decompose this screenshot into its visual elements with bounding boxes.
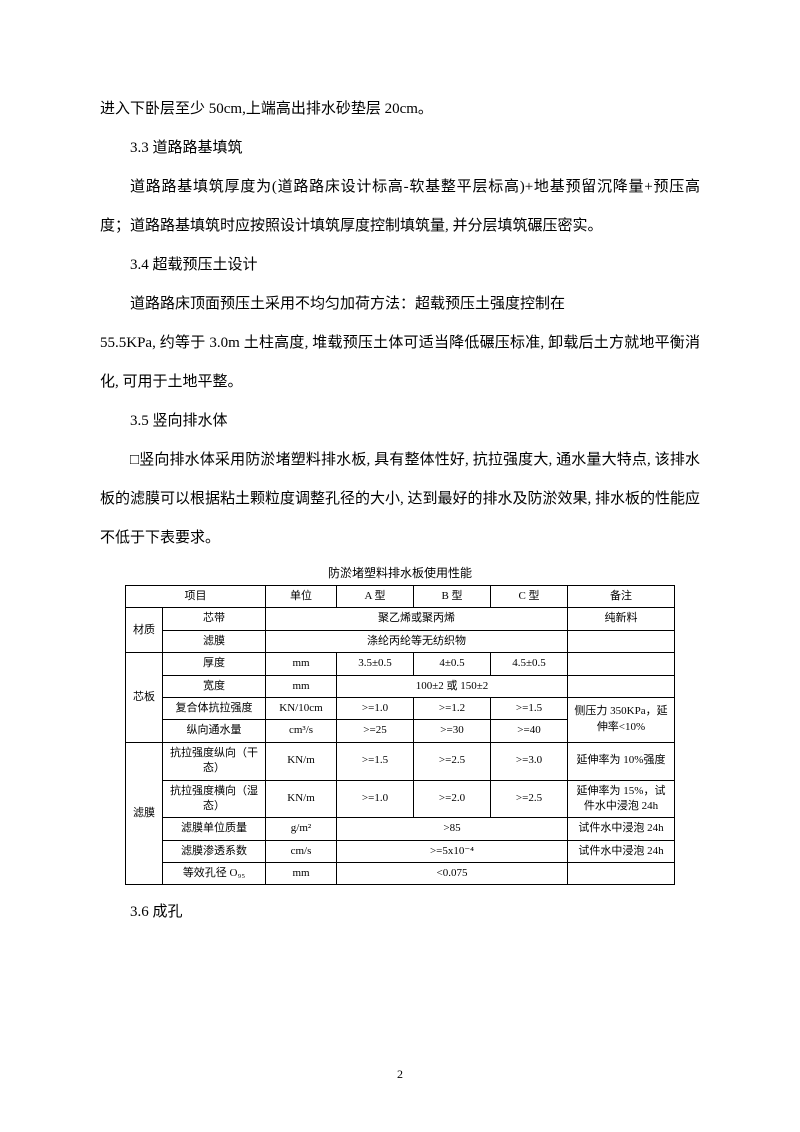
- cell-item: 抗拉强度横向（湿态）: [163, 780, 266, 818]
- cell-note: [568, 675, 675, 697]
- cell-note: 延伸率为 15%，试件水中浸泡 24h: [568, 780, 675, 818]
- cell-unit: KN/m: [266, 742, 337, 780]
- table-row: 滤膜 抗拉强度纵向（干态） KN/m >=1.5 >=2.5 >=3.0 延伸率…: [126, 742, 675, 780]
- cell-item: 纵向通水量: [163, 720, 266, 742]
- cell-note: 侧压力 350KPa，延伸率<10%: [568, 697, 675, 742]
- paragraph-continuation: 进入下卧层至少 50cm,上端高出排水砂垫层 20cm。: [100, 90, 700, 129]
- cell-a: >=1.0: [337, 697, 414, 719]
- cell-unit: mm: [266, 675, 337, 697]
- cell-unit: mm: [266, 653, 337, 675]
- cell-b: 4±0.5: [414, 653, 491, 675]
- cell-a: >=1.0: [337, 780, 414, 818]
- cell-span: <0.075: [337, 863, 568, 885]
- section-heading-3-3: 3.3 道路路基填筑: [100, 129, 700, 168]
- cell-c: >=2.5: [491, 780, 568, 818]
- table-row: 滤膜单位质量 g/m² >85 试件水中浸泡 24h: [126, 818, 675, 840]
- table-row: 宽度 mm 100±2 或 150±2: [126, 675, 675, 697]
- cell-item: 滤膜渗透系数: [163, 840, 266, 862]
- cell-item: 滤膜: [163, 630, 266, 652]
- table-row: 材质 芯带 聚乙烯或聚丙烯 纯新料: [126, 608, 675, 630]
- cell-note: 试件水中浸泡 24h: [568, 840, 675, 862]
- cell-note: 纯新料: [568, 608, 675, 630]
- cell-span: >=5x10⁻⁴: [337, 840, 568, 862]
- cell-unit: cm/s: [266, 840, 337, 862]
- th-note: 备注: [568, 586, 675, 608]
- cat-material: 材质: [126, 608, 163, 653]
- cell-note: 试件水中浸泡 24h: [568, 818, 675, 840]
- cell-span: 聚乙烯或聚丙烯: [266, 608, 568, 630]
- table-row: 芯板 厚度 mm 3.5±0.5 4±0.5 4.5±0.5: [126, 653, 675, 675]
- cell-item: 抗拉强度纵向（干态）: [163, 742, 266, 780]
- cell-item: 等效孔径 O₉₅: [163, 863, 266, 885]
- th-a: A 型: [337, 586, 414, 608]
- cell-a: >=25: [337, 720, 414, 742]
- section-heading-3-6: 3.6 成孔: [100, 893, 700, 932]
- table-header-row: 项目 单位 A 型 B 型 C 型 备注: [126, 586, 675, 608]
- performance-table: 项目 单位 A 型 B 型 C 型 备注 材质 芯带 聚乙烯或聚丙烯 纯新料 滤…: [125, 585, 675, 885]
- cell-span: 100±2 或 150±2: [337, 675, 568, 697]
- cell-unit: mm: [266, 863, 337, 885]
- section-heading-3-5: 3.5 竖向排水体: [100, 402, 700, 441]
- table-row: 滤膜渗透系数 cm/s >=5x10⁻⁴ 试件水中浸泡 24h: [126, 840, 675, 862]
- paragraph-3-5-body: □竖向排水体采用防淤堵塑料排水板, 具有整体性好, 抗拉强度大, 通水量大特点,…: [100, 441, 700, 558]
- document-page: 进入下卧层至少 50cm,上端高出排水砂垫层 20cm。 3.3 道路路基填筑 …: [0, 0, 800, 1132]
- th-item: 项目: [126, 586, 266, 608]
- cat-film: 滤膜: [126, 742, 163, 885]
- cell-c: >=1.5: [491, 697, 568, 719]
- cell-a: 3.5±0.5: [337, 653, 414, 675]
- page-number: 2: [0, 1067, 800, 1082]
- section-heading-3-4: 3.4 超载预压土设计: [100, 246, 700, 285]
- cell-c: >=40: [491, 720, 568, 742]
- cell-unit: g/m²: [266, 818, 337, 840]
- cell-unit: KN/m: [266, 780, 337, 818]
- cell-span: 涤纶丙纶等无纺织物: [266, 630, 568, 652]
- paragraph-3-4-line2: 55.5KPa, 约等于 3.0m 土柱高度, 堆载预压土体可适当降低碾压标准,…: [100, 324, 700, 402]
- cell-item: 厚度: [163, 653, 266, 675]
- cell-b: >=2.5: [414, 742, 491, 780]
- cell-c: 4.5±0.5: [491, 653, 568, 675]
- cell-span: >85: [337, 818, 568, 840]
- th-unit: 单位: [266, 586, 337, 608]
- cell-item: 滤膜单位质量: [163, 818, 266, 840]
- cell-b: >=30: [414, 720, 491, 742]
- paragraph-3-4-line1: 道路路床顶面预压土采用不均匀加荷方法：超载预压土强度控制在: [100, 285, 700, 324]
- cell-unit: cm³/s: [266, 720, 337, 742]
- cell-note: [568, 653, 675, 675]
- cell-a: >=1.5: [337, 742, 414, 780]
- cell-item: 芯带: [163, 608, 266, 630]
- table-title: 防淤堵塑料排水板使用性能: [100, 564, 700, 581]
- table-row: 等效孔径 O₉₅ mm <0.075: [126, 863, 675, 885]
- cell-item: 宽度: [163, 675, 266, 697]
- cell-unit: KN/10cm: [266, 697, 337, 719]
- table-row: 滤膜 涤纶丙纶等无纺织物: [126, 630, 675, 652]
- th-b: B 型: [414, 586, 491, 608]
- cell-note: [568, 630, 675, 652]
- cell-note: [568, 863, 675, 885]
- th-c: C 型: [491, 586, 568, 608]
- cell-item: 复合体抗拉强度: [163, 697, 266, 719]
- cell-b: >=2.0: [414, 780, 491, 818]
- cell-c: >=3.0: [491, 742, 568, 780]
- cell-b: >=1.2: [414, 697, 491, 719]
- cell-note: 延伸率为 10%强度: [568, 742, 675, 780]
- table-row: 抗拉强度横向（湿态） KN/m >=1.0 >=2.0 >=2.5 延伸率为 1…: [126, 780, 675, 818]
- paragraph-3-3-body: 道路路基填筑厚度为(道路路床设计标高-软基整平层标高)+地基预留沉降量+预压高度…: [100, 168, 700, 246]
- table-row: 复合体抗拉强度 KN/10cm >=1.0 >=1.2 >=1.5 侧压力 35…: [126, 697, 675, 719]
- cat-core: 芯板: [126, 653, 163, 743]
